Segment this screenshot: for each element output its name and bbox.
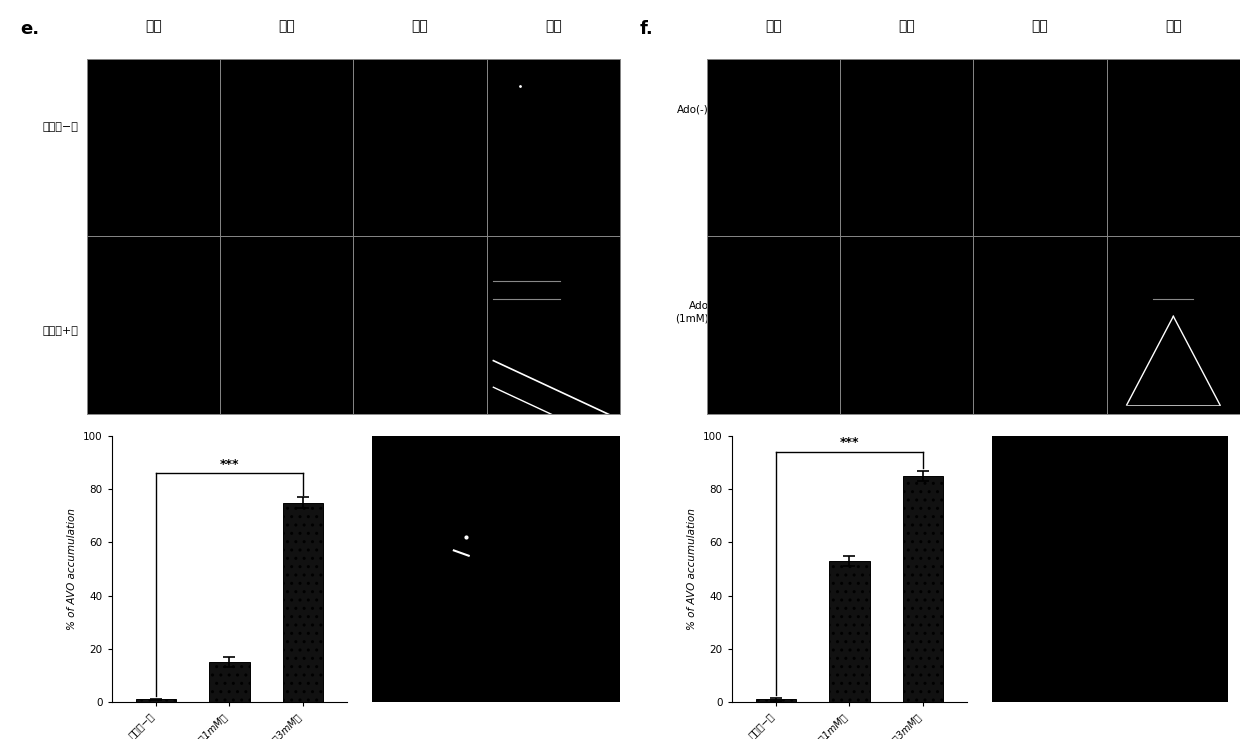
Text: Ado
(1mM): Ado (1mM) bbox=[676, 302, 709, 323]
Bar bbox=[210, 662, 249, 702]
Y-axis label: % of AVO accumulation: % of AVO accumulation bbox=[687, 508, 697, 630]
Text: 红光: 红光 bbox=[1032, 19, 1049, 33]
Text: ***: *** bbox=[839, 436, 859, 449]
Text: Ado(-): Ado(-) bbox=[677, 104, 709, 114]
Text: 合并: 合并 bbox=[544, 19, 562, 33]
Text: 红光: 红光 bbox=[412, 19, 429, 33]
Text: 腺苷（+）: 腺苷（+） bbox=[42, 326, 78, 336]
Text: 白光: 白光 bbox=[145, 19, 162, 33]
Bar bbox=[903, 476, 944, 702]
Text: f.: f. bbox=[640, 20, 653, 38]
Y-axis label: % of AVO accumulation: % of AVO accumulation bbox=[67, 508, 77, 630]
Text: 腺苷（−）: 腺苷（−） bbox=[42, 123, 78, 132]
Text: e.: e. bbox=[20, 20, 38, 38]
Text: 合并: 合并 bbox=[1164, 19, 1182, 33]
Bar bbox=[135, 699, 176, 702]
Text: ***: *** bbox=[219, 457, 239, 471]
Text: 白光: 白光 bbox=[765, 19, 782, 33]
Text: 绿光: 绿光 bbox=[898, 19, 915, 33]
Bar bbox=[283, 503, 324, 702]
Bar bbox=[755, 699, 796, 702]
Bar bbox=[830, 561, 869, 702]
Text: 绿光: 绿光 bbox=[278, 19, 295, 33]
